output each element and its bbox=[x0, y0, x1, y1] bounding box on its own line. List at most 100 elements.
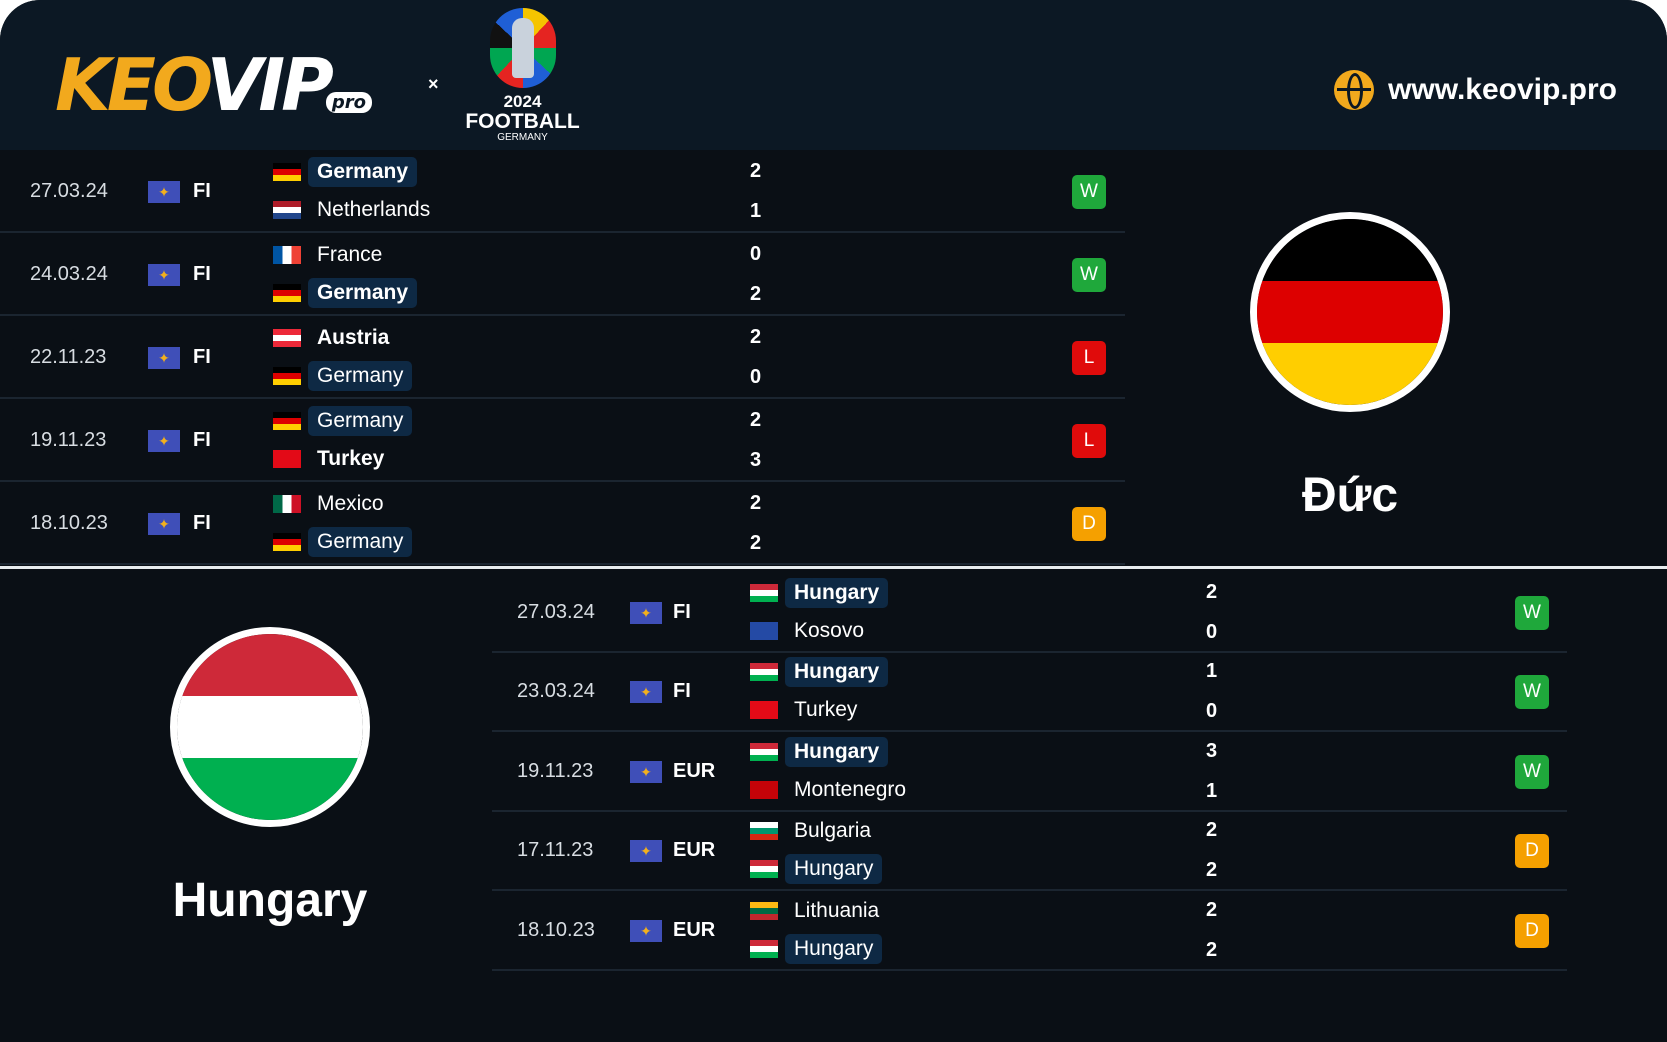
hungary-flag-icon bbox=[170, 627, 370, 827]
team-name: Đức bbox=[1301, 469, 1399, 522]
lithuania-flag-icon bbox=[750, 901, 778, 920]
away-score: 2 bbox=[750, 531, 762, 554]
germany-flag-icon bbox=[273, 532, 301, 551]
competition-label: EUR bbox=[673, 839, 716, 862]
away-team: Hungary bbox=[750, 933, 883, 965]
hungary-flag-icon bbox=[750, 939, 778, 958]
result-badge: D bbox=[1072, 506, 1106, 541]
away-score: 2 bbox=[1206, 859, 1218, 882]
world-map-icon: ✦ bbox=[148, 512, 180, 535]
team-name: Hungary bbox=[785, 577, 889, 608]
team-name: Turkey bbox=[794, 698, 858, 722]
away-team: Kosovo bbox=[750, 615, 873, 647]
competition-label: FI bbox=[193, 179, 211, 202]
team-name: Germany bbox=[308, 405, 413, 436]
home-score: 1 bbox=[1206, 660, 1218, 683]
away-team: Turkey bbox=[273, 443, 393, 475]
result-badge: W bbox=[1072, 257, 1106, 292]
hungary-flag-icon bbox=[750, 742, 778, 761]
away-score: 2 bbox=[1206, 938, 1218, 961]
home-score: 2 bbox=[750, 408, 762, 431]
world-map-icon: ✦ bbox=[148, 180, 180, 203]
team-name: Germany bbox=[308, 156, 418, 187]
match-row[interactable]: 19.11.23 ✦ EUR Hungary 3 Montenegro 1 W bbox=[492, 732, 1567, 812]
hungary-matches: 27.03.24 ✦ FI Hungary 2 Kosovo 0 W 23.03.24 ✦ FI Hu… bbox=[492, 573, 1567, 973]
team-name: Bulgaria bbox=[794, 819, 872, 843]
match-date: 19.11.23 bbox=[30, 428, 107, 451]
flag-stripe bbox=[177, 634, 363, 696]
mexico-flag-icon bbox=[273, 494, 301, 513]
germany-flag-icon bbox=[273, 162, 301, 181]
match-row[interactable]: 27.03.24 ✦ FI Hungary 2 Kosovo 0 W bbox=[492, 573, 1567, 653]
world-map-icon: ✦ bbox=[148, 346, 180, 369]
keovip-logo: KEOVIP pro bbox=[55, 49, 373, 140]
home-team: Bulgaria bbox=[750, 815, 880, 847]
home-team: Hungary bbox=[750, 577, 889, 609]
globe-icon bbox=[1334, 70, 1375, 110]
match-date: 23.03.24 bbox=[517, 680, 595, 703]
website-link[interactable]: www.keovip.pro bbox=[1334, 70, 1617, 110]
world-map-icon: ✦ bbox=[630, 919, 662, 942]
germany-flag-icon bbox=[273, 366, 301, 385]
match-row[interactable]: 27.03.24 ✦ FI Germany 2 Netherlands 1 W bbox=[0, 150, 1125, 233]
team-name: Hungary bbox=[172, 874, 368, 927]
world-map-icon: ✦ bbox=[630, 760, 662, 783]
home-score: 2 bbox=[1206, 580, 1218, 603]
away-team: Turkey bbox=[750, 694, 866, 726]
away-team: Montenegro bbox=[750, 774, 915, 806]
competition-label: FI bbox=[193, 428, 211, 451]
away-score: 0 bbox=[1206, 700, 1218, 723]
hungary-flag-icon bbox=[750, 663, 778, 682]
match-row[interactable]: 18.10.23 ✦ EUR Lithuania 2 Hungary 2 D bbox=[492, 891, 1567, 971]
competition-label: FI bbox=[193, 345, 211, 368]
match-row[interactable]: 22.11.23 ✦ FI Austria 2 Germany 0 L bbox=[0, 316, 1125, 399]
competition-label: FI bbox=[193, 262, 211, 285]
home-team: Austria bbox=[273, 322, 398, 354]
match-date: 18.10.23 bbox=[30, 511, 108, 534]
result-badge: D bbox=[1515, 834, 1549, 869]
competition-label: FI bbox=[193, 511, 211, 534]
turkey-flag-icon bbox=[750, 701, 778, 720]
team-name: Germany bbox=[308, 277, 418, 308]
team-name: Kosovo bbox=[794, 618, 865, 642]
away-team: Hungary bbox=[750, 853, 883, 885]
result-badge: L bbox=[1072, 423, 1106, 458]
montenegro-flag-icon bbox=[750, 780, 778, 799]
away-score: 0 bbox=[1206, 620, 1218, 643]
team-name: Hungary bbox=[785, 657, 889, 688]
team-name: Lithuania bbox=[794, 898, 880, 922]
world-map-icon: ✦ bbox=[630, 601, 662, 624]
world-map-icon: ✦ bbox=[630, 840, 662, 863]
match-row[interactable]: 17.11.23 ✦ EUR Bulgaria 2 Hungary 2 D bbox=[492, 812, 1567, 891]
team-name: Montenegro bbox=[794, 777, 907, 801]
home-score: 2 bbox=[750, 491, 762, 514]
result-badge: W bbox=[1515, 754, 1549, 789]
home-score: 0 bbox=[750, 242, 762, 265]
match-date: 27.03.24 bbox=[517, 600, 595, 623]
competition-label: FI bbox=[673, 680, 691, 703]
match-date: 24.03.24 bbox=[30, 262, 108, 285]
home-team: Hungary bbox=[750, 736, 889, 768]
competition-label: EUR bbox=[673, 759, 716, 782]
home-score: 2 bbox=[1206, 819, 1218, 842]
match-date: 18.10.23 bbox=[517, 918, 595, 941]
result-badge: W bbox=[1072, 174, 1106, 209]
match-row[interactable]: 23.03.24 ✦ FI Hungary 1 Turkey 0 W bbox=[492, 653, 1567, 732]
home-score: 3 bbox=[1206, 739, 1218, 762]
away-team: Germany bbox=[273, 360, 413, 392]
euro-2024-logo: 2024 FOOTBALL GERMANY bbox=[460, 8, 585, 143]
match-row[interactable]: 19.11.23 ✦ FI Germany 2 Turkey 3 L bbox=[0, 399, 1125, 482]
home-team: Hungary bbox=[750, 656, 889, 688]
home-score: 2 bbox=[750, 159, 762, 182]
team-name: Germany bbox=[308, 360, 413, 391]
match-row[interactable]: 24.03.24 ✦ FI France 0 Germany 2 W bbox=[0, 233, 1125, 316]
home-team: Mexico bbox=[273, 488, 393, 520]
team-name: Hungary bbox=[785, 736, 889, 767]
header: KEOVIP pro × 2024 FOOTBALL GERMANY www.ke… bbox=[0, 0, 1667, 150]
match-row[interactable]: 18.10.23 ✦ FI Mexico 2 Germany 2 D bbox=[0, 482, 1125, 565]
match-date: 22.11.23 bbox=[30, 345, 107, 368]
world-map-icon: ✦ bbox=[148, 429, 180, 452]
team-name: Hungary bbox=[785, 854, 883, 885]
away-score: 3 bbox=[750, 448, 762, 471]
